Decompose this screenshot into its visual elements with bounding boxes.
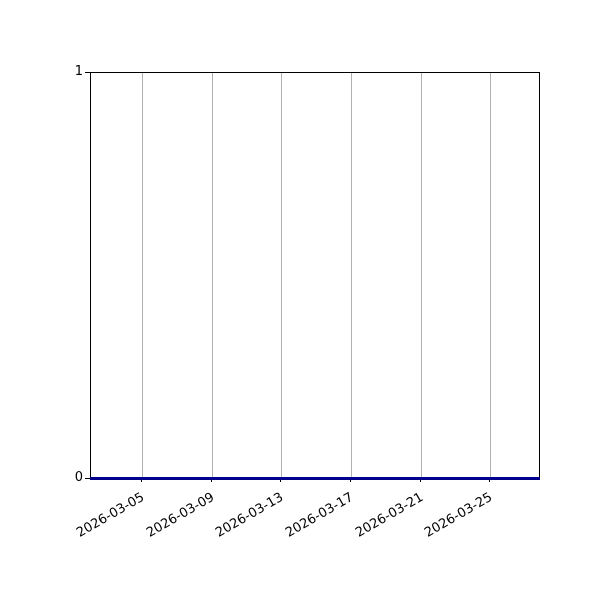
x-tick-label: 2026-03-05 xyxy=(74,490,148,541)
x-gridline xyxy=(142,73,144,477)
x-gridline xyxy=(490,73,492,477)
x-tick-label: 2026-03-17 xyxy=(283,490,357,541)
x-tick-mark xyxy=(280,478,282,482)
x-tick-label: 2026-03-09 xyxy=(143,490,217,541)
series-line-constant-zero-line xyxy=(90,476,540,480)
x-tick-label: 2026-03-25 xyxy=(422,490,496,541)
y-tick-mark xyxy=(85,477,90,479)
x-tick-mark xyxy=(141,478,143,482)
x-tick-mark xyxy=(489,478,491,482)
x-tick-label: 2026-03-21 xyxy=(352,490,426,541)
x-tick-label: 2026-03-13 xyxy=(213,490,287,541)
y-tick-label: 0 xyxy=(74,470,83,485)
y-tick-mark xyxy=(85,71,90,73)
x-gridline xyxy=(211,73,213,477)
x-gridline xyxy=(281,73,283,477)
x-gridline xyxy=(351,73,353,477)
y-tick-label: 1 xyxy=(74,64,83,79)
x-tick-mark xyxy=(419,478,421,482)
x-tick-mark xyxy=(210,478,212,482)
x-gridline xyxy=(420,73,422,477)
plot-area xyxy=(90,72,540,478)
x-tick-mark xyxy=(350,478,352,482)
